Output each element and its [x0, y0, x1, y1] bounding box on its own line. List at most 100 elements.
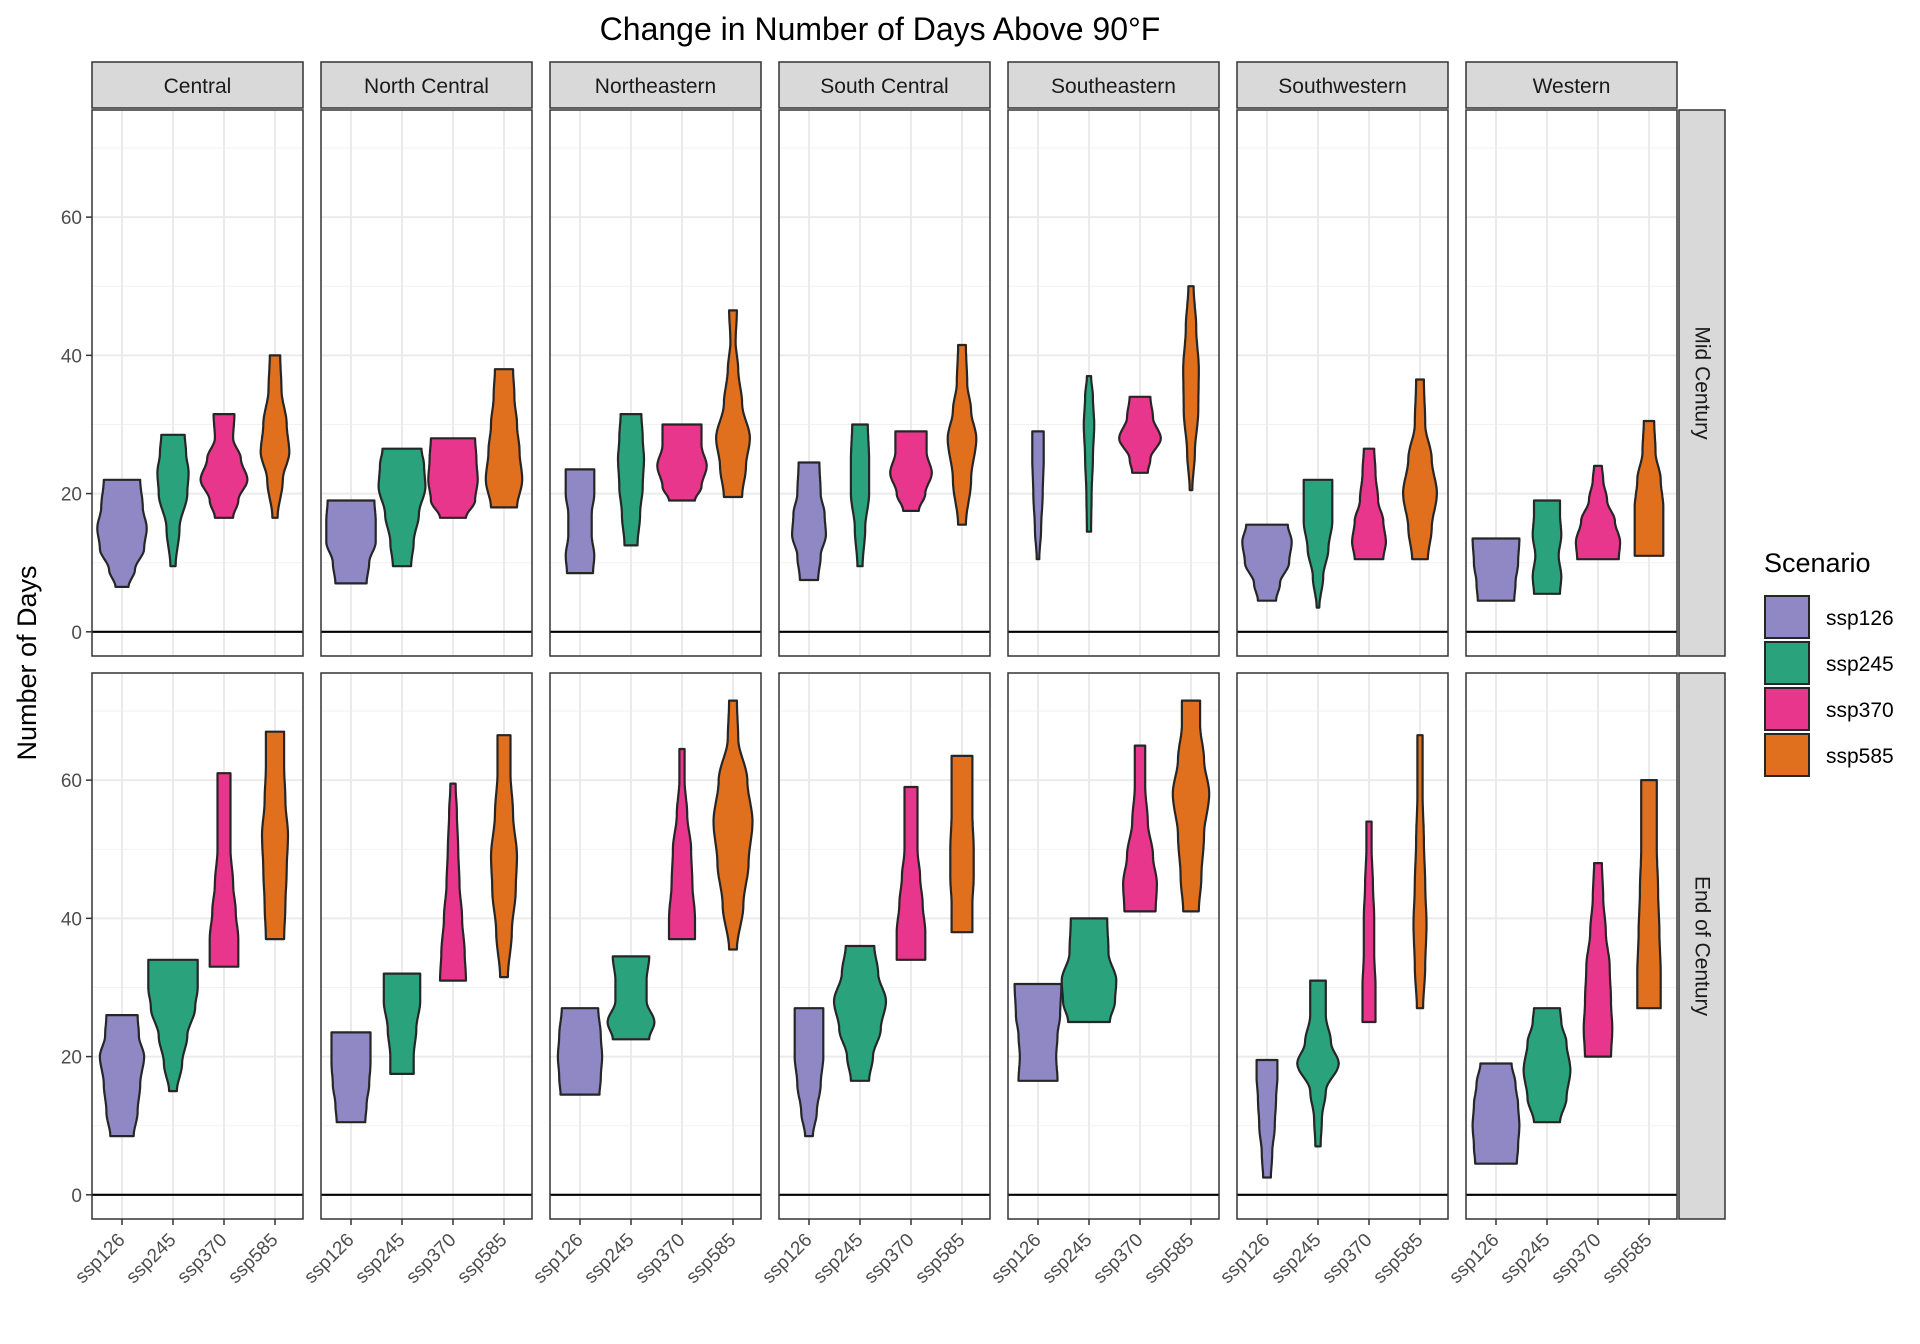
facet-strip-northeastern: Northeastern — [549, 61, 762, 109]
violin-ssp585 — [1636, 779, 1662, 1010]
x-tick-label: ssp126 — [529, 1230, 587, 1288]
row-strip-label: End of Century — [1691, 876, 1714, 1017]
x-tick-label: ssp245 — [1267, 1230, 1325, 1288]
violin-ssp245 — [849, 423, 871, 568]
x-tick-label: ssp126 — [1445, 1230, 1503, 1288]
violin-ssp245 — [1522, 1007, 1572, 1124]
legend-label: ssp126 — [1826, 607, 1894, 630]
violin-ssp126 — [791, 461, 827, 582]
legend-label: ssp585 — [1826, 745, 1894, 768]
legend-label: ssp370 — [1826, 699, 1894, 722]
x-tick-label: ssp245 — [580, 1230, 638, 1288]
violin-ssp370 — [1351, 447, 1387, 561]
legend-item-ssp245: ssp245 — [1764, 641, 1894, 685]
legend: Scenario ssp126 ssp245 ssp370 ssp585 — [1764, 548, 1894, 777]
legend-item-ssp126: ssp126 — [1764, 595, 1894, 639]
panel — [1465, 109, 1678, 657]
x-tick-label: ssp245 — [1038, 1230, 1096, 1288]
x-tick-label: ssp245 — [122, 1230, 180, 1288]
violin-ssp245 — [147, 958, 199, 1093]
panel: 0 20 40 60 — [61, 109, 304, 657]
violin-ssp370 — [656, 423, 708, 502]
violin-ssp370 — [427, 437, 479, 519]
x-tick-label: ssp585 — [1369, 1230, 1427, 1288]
legend-label: ssp245 — [1826, 653, 1894, 676]
violin-ssp245 — [1531, 499, 1563, 595]
row-strip-end-of-century: End of Century — [1678, 672, 1726, 1220]
x-tick-label: ssp585 — [911, 1230, 969, 1288]
x-tick-label: ssp585 — [682, 1230, 740, 1288]
row-strip-label: Mid Century — [1691, 326, 1714, 440]
x-tick-label: ssp245 — [809, 1230, 867, 1288]
panel — [778, 109, 991, 657]
facet-strip-western: Western — [1465, 61, 1678, 109]
violin-ssp370 — [667, 747, 697, 941]
violin-ssp585 — [489, 734, 519, 979]
chart-title: Change in Number of Days Above 90°F — [600, 11, 1161, 47]
violin-ssp126 — [1013, 982, 1063, 1082]
violin-ssp126 — [1471, 1062, 1521, 1165]
violin-ssp585 — [949, 754, 975, 934]
violin-ssp126 — [1255, 1058, 1279, 1179]
violin-ssp370 — [1574, 464, 1622, 561]
x-tick-label: ssp370 — [402, 1230, 460, 1288]
facet-strip-southwestern: Southwestern — [1236, 61, 1449, 109]
violin-ssp245 — [1060, 917, 1118, 1024]
violin-ssp370 — [208, 772, 240, 968]
violin-ssp370 — [889, 430, 933, 512]
panel — [1236, 109, 1449, 657]
x-tick-label: ssp370 — [1547, 1230, 1605, 1288]
facet-strip-central: Central — [91, 61, 304, 109]
violin-ssp245 — [377, 447, 427, 568]
legend-title: Scenario — [1764, 548, 1871, 578]
violin-ssp370 — [1582, 862, 1614, 1058]
legend-swatch — [1764, 687, 1810, 731]
y-axis-title: Number of Days — [12, 565, 42, 760]
facet-strip-southeastern: Southeastern — [1007, 61, 1220, 109]
violin-ssp245 — [1082, 375, 1096, 533]
violin-ssp126 — [1031, 430, 1045, 561]
y-tick-label: 40 — [61, 909, 82, 930]
violin-ssp245 — [606, 955, 656, 1041]
legend-swatch — [1764, 595, 1810, 639]
violin-ssp126 — [330, 1031, 372, 1124]
legend-swatch — [1764, 641, 1810, 685]
violin-ssp245 — [616, 413, 646, 547]
x-tick-label: ssp126 — [71, 1230, 129, 1288]
violin-ssp245 — [382, 972, 422, 1075]
x-tick-label: ssp126 — [1216, 1230, 1274, 1288]
legend-item-ssp370: ssp370 — [1764, 687, 1894, 731]
x-tick-label: ssp370 — [631, 1230, 689, 1288]
y-tick-label: 20 — [61, 485, 82, 506]
x-tick-label: ssp585 — [453, 1230, 511, 1288]
facet-strip-label: South Central — [820, 75, 948, 98]
facet-panels: Central North Central Northeastern South Ce… — [61, 61, 1726, 1288]
violin-ssp585 — [260, 730, 290, 941]
facet-strip-label: Southeastern — [1051, 75, 1176, 98]
y-tick-label: 20 — [61, 1048, 82, 1069]
violin-ssp126 — [325, 499, 377, 585]
violin-ssp126 — [793, 1007, 825, 1138]
violin-ssp245 — [156, 433, 190, 568]
violin-ssp126 — [1241, 523, 1293, 602]
facet-strip-south-central: South Central — [778, 61, 991, 109]
violin-ssp126 — [1471, 537, 1521, 602]
violin-ssp126 — [96, 478, 148, 588]
violin-ssp126 — [98, 1014, 146, 1138]
legend-swatch — [1764, 733, 1810, 777]
violin-ssp585 — [484, 368, 524, 509]
x-tick-label: ssp245 — [351, 1230, 409, 1288]
legend-item-ssp585: ssp585 — [1764, 733, 1894, 777]
facet-strip-north-central: North Central — [320, 61, 533, 109]
row-strip-mid-century: Mid Century — [1678, 109, 1726, 657]
violin-ssp370 — [1118, 395, 1162, 474]
violin-ssp585 — [1182, 285, 1200, 492]
violin-ssp585 — [1402, 378, 1438, 561]
x-tick-label: ssp126 — [758, 1230, 816, 1288]
